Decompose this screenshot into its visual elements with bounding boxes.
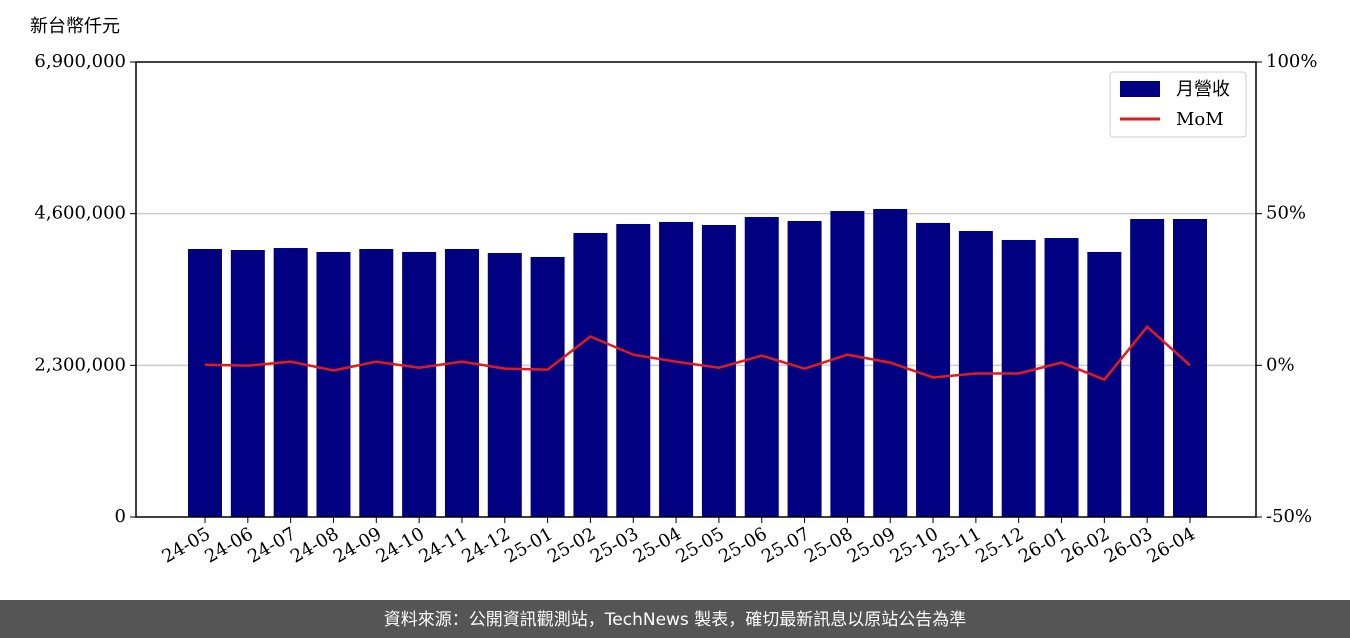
x-tick-label: 26-02 bbox=[1058, 523, 1113, 567]
mom-line bbox=[204, 325, 1191, 382]
x-tick-label: 25-09 bbox=[844, 523, 899, 567]
bar bbox=[1044, 237, 1079, 518]
x-tick-label: 25-12 bbox=[972, 523, 1027, 567]
x-tick-label: 25-04 bbox=[630, 523, 685, 567]
y2-tick-label: 100% bbox=[1266, 51, 1317, 72]
bar bbox=[744, 217, 779, 517]
y-tick-label: 4,600,000 bbox=[34, 203, 126, 224]
bar bbox=[916, 222, 951, 518]
bar bbox=[359, 249, 394, 517]
x-tick-label: 24-12 bbox=[458, 523, 513, 567]
bar bbox=[573, 232, 608, 518]
bar bbox=[659, 221, 694, 518]
bar bbox=[487, 253, 522, 517]
x-tick-label: 25-08 bbox=[801, 523, 856, 567]
x-tick-label: 25-01 bbox=[501, 523, 556, 567]
y2-tick-label: 50% bbox=[1266, 203, 1306, 224]
x-tick-label: 25-02 bbox=[544, 523, 599, 567]
x-tick-label: 24-06 bbox=[201, 523, 256, 567]
x-tick-label: 25-10 bbox=[887, 523, 942, 567]
y2-tick-label: -50% bbox=[1266, 506, 1312, 527]
bar bbox=[1001, 239, 1036, 517]
x-tick-label: 24-10 bbox=[373, 523, 428, 567]
x-tick-label: 25-07 bbox=[758, 523, 813, 567]
y-tick-label: 0 bbox=[115, 506, 126, 527]
x-tick-label: 24-08 bbox=[287, 523, 342, 567]
x-tick-label: 25-05 bbox=[672, 523, 727, 567]
bar bbox=[1130, 219, 1165, 517]
x-tick-label: 24-07 bbox=[244, 523, 299, 567]
x-tick-label: 26-03 bbox=[1101, 523, 1156, 567]
bar bbox=[701, 225, 736, 517]
x-tick-label: 24-05 bbox=[159, 523, 214, 567]
legend-label: MoM bbox=[1176, 109, 1224, 130]
bar bbox=[1087, 251, 1122, 517]
bar bbox=[444, 249, 479, 517]
bar bbox=[188, 249, 222, 517]
x-tick-label: 24-09 bbox=[330, 523, 385, 567]
legend-label: 月營收 bbox=[1176, 79, 1230, 100]
bar bbox=[230, 250, 265, 517]
y-tick-label: 6,900,000 bbox=[34, 51, 126, 72]
footer-band bbox=[0, 600, 1350, 638]
bar bbox=[616, 224, 651, 517]
plot-frame bbox=[135, 61, 1257, 518]
bar bbox=[830, 211, 865, 517]
x-tick-label: 26-04 bbox=[1144, 523, 1199, 567]
y-tick-label: 2,300,000 bbox=[34, 354, 126, 375]
x-tick-label: 25-03 bbox=[587, 523, 642, 567]
x-tick-label: 26-01 bbox=[1015, 523, 1070, 567]
bar bbox=[316, 251, 351, 517]
legend-swatch bbox=[1120, 81, 1160, 97]
bar bbox=[1173, 219, 1207, 517]
x-tick-label: 24-11 bbox=[416, 523, 471, 567]
x-tick-label: 25-11 bbox=[929, 523, 984, 567]
x-tick-label: 25-06 bbox=[715, 523, 770, 567]
bar bbox=[530, 256, 565, 517]
y2-tick-label: 0% bbox=[1266, 354, 1295, 375]
bar bbox=[402, 251, 437, 517]
y-axis-label: 新台幣仟元 bbox=[30, 16, 120, 37]
bar bbox=[273, 248, 308, 517]
footer: 資料來源：公開資訊觀測站，TechNews 製表，確切最新訊息以原站公告為準 bbox=[384, 610, 966, 630]
